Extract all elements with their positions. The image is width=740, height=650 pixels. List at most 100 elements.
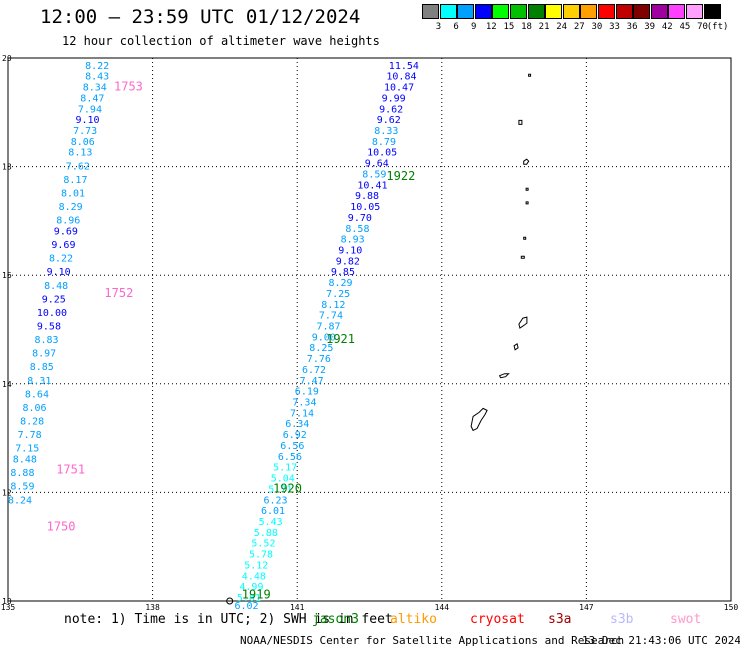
- wave-height-label-east: 8.25: [309, 343, 333, 354]
- wave-height-label-east: 6.02: [235, 601, 259, 612]
- wave-height-label-east: 10.84: [386, 72, 416, 83]
- wave-height-label-east: 6.56: [278, 452, 302, 463]
- wave-height-label-east: 7.34: [292, 398, 316, 409]
- wave-height-label-east: 10.05: [350, 202, 380, 213]
- wave-height-label-east: 5.43: [259, 517, 283, 528]
- map-title: 12:00 – 23:59 UTC 01/12/2024: [40, 6, 361, 28]
- legend-swatch: [668, 4, 686, 19]
- legend-swatch: [474, 4, 492, 19]
- wave-height-label-east: 10.47: [384, 83, 414, 94]
- wave-height-label-east: 6.34: [285, 419, 309, 430]
- wave-height-label-east: 10.41: [357, 180, 387, 191]
- map-subtitle: 12 hour collection of altimeter wave hei…: [62, 34, 380, 48]
- island-outline: [525, 201, 529, 205]
- island-outline: [513, 342, 519, 351]
- wave-height-label-east: 8.29: [329, 278, 353, 289]
- island-outline: [528, 73, 532, 77]
- island-outline: [525, 187, 529, 191]
- legend-label: 45: [679, 22, 691, 32]
- wave-height-label-west: 8.06: [23, 403, 47, 414]
- legend-swatch: [615, 4, 633, 19]
- wave-height-label-east: 9.99: [382, 93, 406, 104]
- wave-height-label-west: 8.13: [68, 148, 92, 159]
- longitude-tick-label: 144: [435, 603, 450, 612]
- credit-line: NOAA/NESDIS Center for Satellite Applica…: [240, 634, 625, 647]
- wave-height-label-east: 5.04: [271, 474, 295, 485]
- longitude-tick-label: 147: [579, 603, 594, 612]
- wave-height-label-west: 8.01: [61, 189, 85, 200]
- legend-label: 18: [521, 22, 532, 32]
- wave-height-label-west: 7.73: [73, 126, 97, 137]
- latitude-tick-label: 10: [2, 597, 12, 606]
- wave-height-label-east: 5.12: [244, 560, 268, 571]
- legend-swatch: [510, 4, 527, 19]
- latitude-tick-label: 20: [2, 54, 12, 63]
- legend-label: 36: [626, 22, 638, 32]
- wave-height-label-west: 9.69: [51, 240, 75, 251]
- wave-height-label-west: 8.24: [8, 495, 32, 506]
- legend-swatch: [439, 4, 457, 19]
- longitude-tick-label: 138: [145, 603, 160, 612]
- wave-height-label-east: 6.56: [280, 441, 304, 452]
- wave-height-label-east: 5.88: [254, 528, 278, 539]
- legend-label: 24: [556, 22, 568, 32]
- wave-height-label-west: 8.64: [25, 389, 49, 400]
- wave-height-label-east: 5.52: [251, 539, 275, 550]
- satellite-legend-item: altiko: [390, 612, 437, 627]
- longitude-tick-label: 135: [1, 603, 16, 612]
- altimeter-map: 135 138 141 144 147 1501012141618208.228.438.…: [1, 54, 739, 612]
- wave-height-label-east: 9.64: [365, 159, 389, 170]
- island-outline: [470, 407, 488, 432]
- wave-height-label-west: 7.78: [18, 430, 42, 441]
- legend-swatch: [650, 4, 668, 19]
- footer-note: note: 1) Time is in UTC; 2) SWH is in fe…: [64, 612, 393, 627]
- wave-height-label-east: 9.00: [312, 332, 336, 343]
- wave-height-label-east: 5.78: [249, 550, 273, 561]
- wave-height-label-west: 8.83: [35, 335, 59, 346]
- wave-height-label-east: 8.58: [345, 224, 369, 235]
- island-outline: [523, 158, 530, 165]
- wave-height-label-east: 5.71: [268, 484, 292, 495]
- legend-swatch: [492, 4, 510, 19]
- wave-height-label-west: 8.97: [32, 349, 56, 360]
- latitude-tick-label: 14: [2, 380, 12, 389]
- latitude-tick-label: 18: [2, 163, 12, 172]
- wave-height-label-east: 9.70: [348, 213, 372, 224]
- wave-height-label-east: 8.12: [321, 300, 345, 311]
- wave-height-label-west: 8.88: [10, 468, 34, 479]
- legend-label: 30: [591, 22, 603, 32]
- legend-label: 42: [661, 22, 673, 32]
- latitude-tick-label: 16: [2, 271, 12, 280]
- wave-height-label-east: 6.23: [264, 495, 288, 506]
- wave-height-label-east: 7.87: [317, 322, 341, 333]
- legend-label: 27: [573, 22, 585, 32]
- wave-height-label-west: 7.94: [78, 104, 102, 115]
- wave-height-label-east: 9.82: [336, 256, 360, 267]
- legend-swatch: [633, 4, 651, 19]
- wave-height-label-west: 9.25: [42, 294, 66, 305]
- wave-height-label-east: 9.10: [338, 246, 362, 257]
- island-outline: [518, 316, 528, 329]
- wave-height-label-east: 9.88: [355, 191, 379, 202]
- generation-timestamp: 13 Dec 21:43:06 UTC 2024: [582, 634, 740, 647]
- satellite-legend-item: s3a: [548, 612, 572, 627]
- wave-height-label-west: 8.48: [13, 455, 37, 466]
- legend-label: 12: [485, 22, 497, 32]
- island-outline: [518, 119, 523, 125]
- wave-height-label-east: 7.25: [326, 289, 350, 300]
- pass-time-label: 1752: [104, 286, 133, 300]
- longitude-tick-label: 150: [724, 603, 739, 612]
- island-outline: [520, 255, 525, 259]
- legend-swatch: [457, 4, 475, 19]
- wave-height-label-east: 6.72: [302, 365, 326, 376]
- wave-height-label-east: 9.62: [377, 115, 401, 126]
- wave-height-label-east: 7.14: [290, 408, 314, 419]
- pass-time-label: 1920: [273, 481, 302, 495]
- legend-label: 3: [435, 22, 442, 32]
- legend-label: 6: [453, 22, 459, 32]
- wave-height-label-west: 8.96: [56, 216, 80, 227]
- wave-height-label-west: 9.69: [54, 227, 78, 238]
- wave-height-label-east: 10.05: [367, 148, 397, 159]
- wave-height-label-west: 9.10: [47, 267, 71, 278]
- wave-height-label-east: 9.85: [331, 267, 355, 278]
